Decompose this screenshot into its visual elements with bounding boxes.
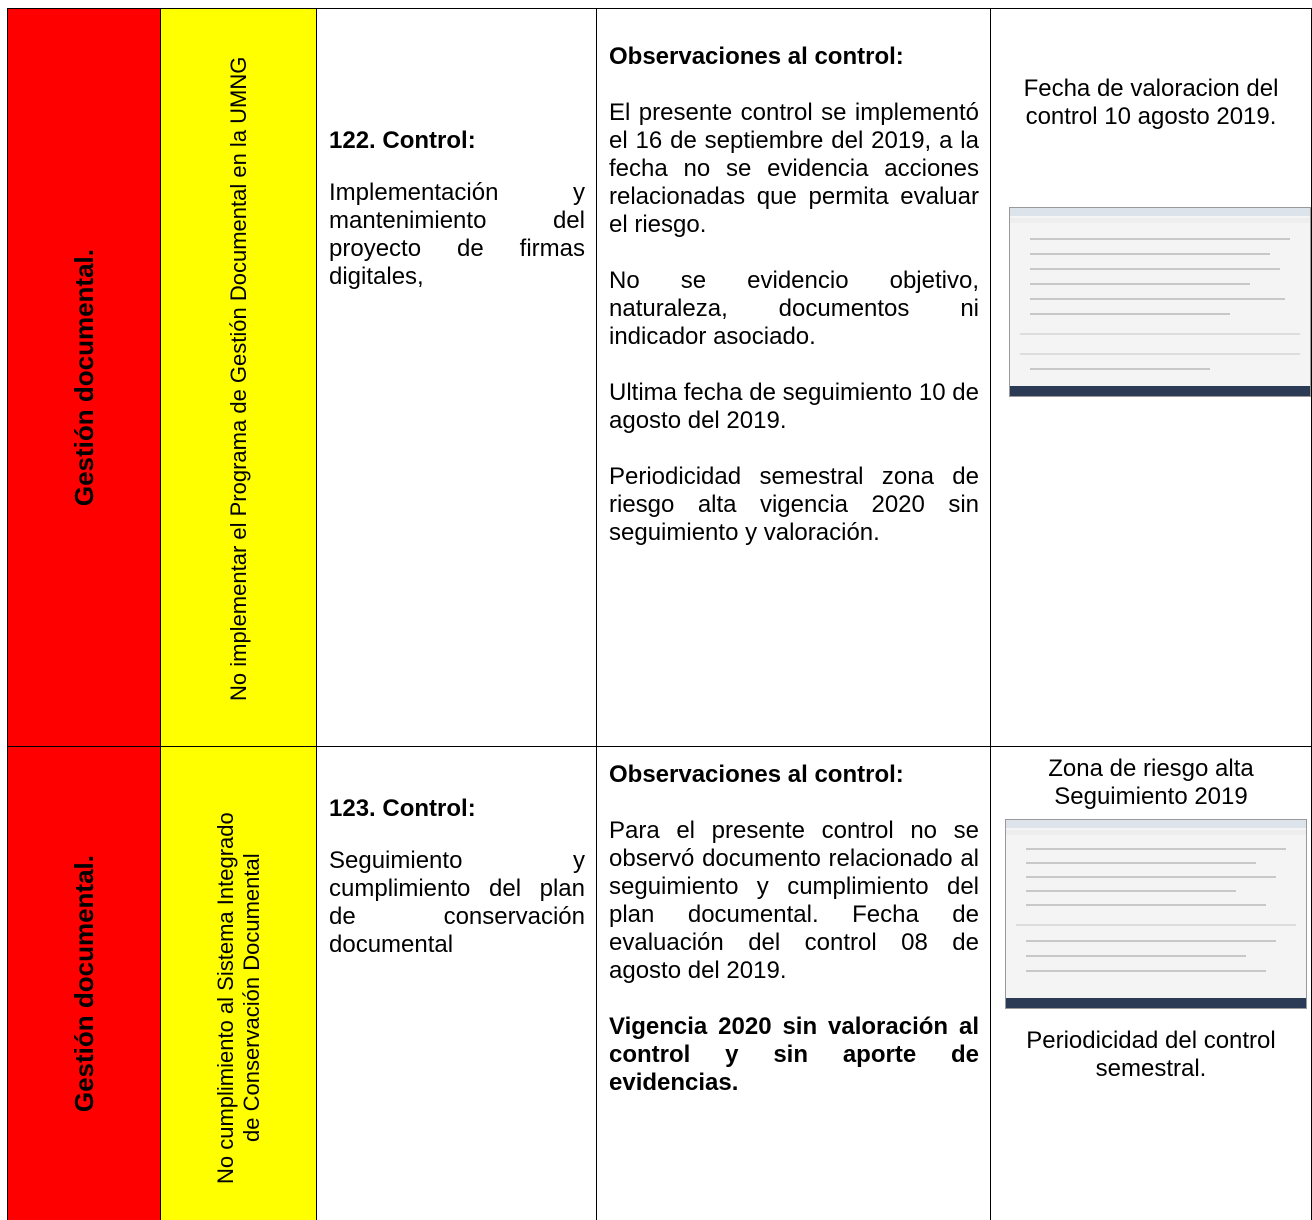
observations-heading: Observaciones al control: [609, 761, 904, 788]
evidence-caption: Fecha de valoracion del control 10 agost… [1023, 75, 1279, 130]
control-title: 122. Control: [329, 127, 476, 154]
evidence-caption-bottom: Periodicidad del control semestral. [1026, 1027, 1276, 1082]
process: Gestión documental. [69, 249, 99, 507]
control-cell: 123. Control: Seguimiento y cumplimiento… [316, 746, 597, 1220]
risk: No cumplimiento al Sistema Integrado de … [213, 812, 264, 1184]
observation: Periodicidad semestral zona de riesgo al… [609, 463, 979, 546]
screenshot-thumbnail [1005, 819, 1307, 1009]
observations-cell: Observaciones al control: El presente co… [596, 8, 991, 747]
observation: El presente control se implementó el 16 … [609, 99, 979, 238]
screenshot-thumbnail [1009, 207, 1311, 397]
process-cell: Gestión documental. [7, 746, 161, 1220]
control-text: Implementación y mantenimiento del proye… [329, 179, 585, 290]
control-cell: 122. Control: Implementación y mantenimi… [316, 8, 597, 747]
observation: Para el presente control no se observó d… [609, 817, 979, 984]
evidence-cell: Zona de riesgo alta Seguimiento 2019 Per… [990, 746, 1312, 1220]
risk-cell: No cumplimiento al Sistema Integrado de … [160, 746, 317, 1220]
process-cell: Gestión documental. [7, 8, 161, 747]
control-text: Seguimiento y cumplimiento del plan de c… [329, 847, 585, 958]
process: Gestión documental. [69, 854, 99, 1113]
observation: Ultima fecha de seguimiento 10 de agosto… [609, 379, 979, 434]
control-title: 123. Control: [329, 795, 476, 822]
risk: No implementar el Programa de Gestión Do… [226, 55, 251, 701]
evidence-cell: Fecha de valoracion del control 10 agost… [990, 8, 1312, 747]
observation: No se evidencio objetivo, naturaleza, do… [609, 267, 979, 350]
observations-heading: Observaciones al control: [609, 43, 904, 70]
observations-cell: Observaciones al control: Para el presen… [596, 746, 991, 1220]
evidence-caption-top: Zona de riesgo alta Seguimiento 2019 [1048, 755, 1254, 810]
risk-cell: No implementar el Programa de Gestión Do… [160, 8, 317, 747]
observation-emphasis: Vigencia 2020 sin valoración al control … [609, 1013, 979, 1096]
